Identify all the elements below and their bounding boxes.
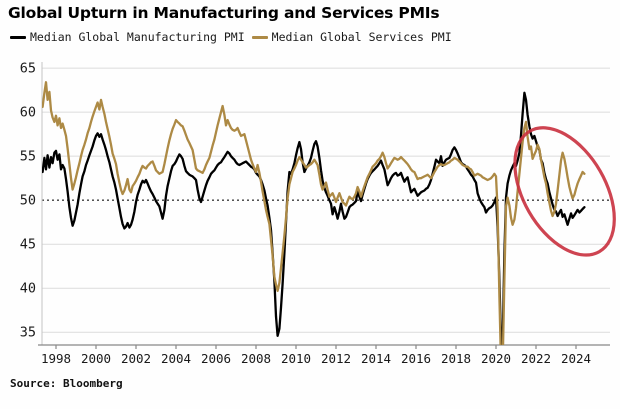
- legend-label-services: Median Global Services PMI: [271, 30, 452, 44]
- x-tick-label: 2022: [521, 351, 551, 366]
- x-tick-label: 2010: [281, 351, 311, 366]
- chart-title: Global Upturn in Manufacturing and Servi…: [8, 4, 440, 22]
- y-tick-label: 35: [20, 325, 36, 341]
- pmi-line-manufacturing: [42, 91, 586, 345]
- x-tick-label: 2024: [561, 351, 591, 366]
- legend-item-manufacturing: Median Global Manufacturing PMI: [10, 30, 245, 44]
- highlight-ellipse: [513, 126, 616, 257]
- x-tick-label: 2002: [121, 351, 151, 366]
- x-tick-label: 2006: [201, 351, 231, 366]
- y-tick-label: 55: [20, 149, 36, 165]
- pmi-line-services: [42, 81, 586, 345]
- chart-legend: Median Global Manufacturing PMI Median G…: [10, 30, 452, 44]
- x-tick-label: 2014: [361, 351, 391, 366]
- x-tick-label: 2004: [161, 351, 191, 366]
- y-tick-label: 65: [20, 61, 36, 77]
- x-tick-label: 1998: [41, 351, 71, 366]
- manufacturing-line-swatch: [10, 35, 26, 39]
- services-line-swatch: [251, 35, 268, 39]
- legend-item-services: Median Global Services PMI: [251, 30, 452, 44]
- y-tick-label: 60: [20, 105, 36, 121]
- y-tick-label: 50: [20, 193, 36, 209]
- x-tick-label: 2008: [241, 351, 271, 366]
- y-tick-label: 45: [20, 237, 36, 253]
- x-tick-label: 2018: [441, 351, 471, 366]
- x-tick-label: 2016: [401, 351, 431, 366]
- y-tick-label: 40: [20, 281, 36, 297]
- x-tick-label: 2020: [481, 351, 511, 366]
- legend-label-manufacturing: Median Global Manufacturing PMI: [30, 30, 245, 44]
- x-tick-label: 2000: [81, 351, 111, 366]
- x-tick-label: 2012: [321, 351, 351, 366]
- source-attribution: Source: Bloomberg: [10, 377, 123, 390]
